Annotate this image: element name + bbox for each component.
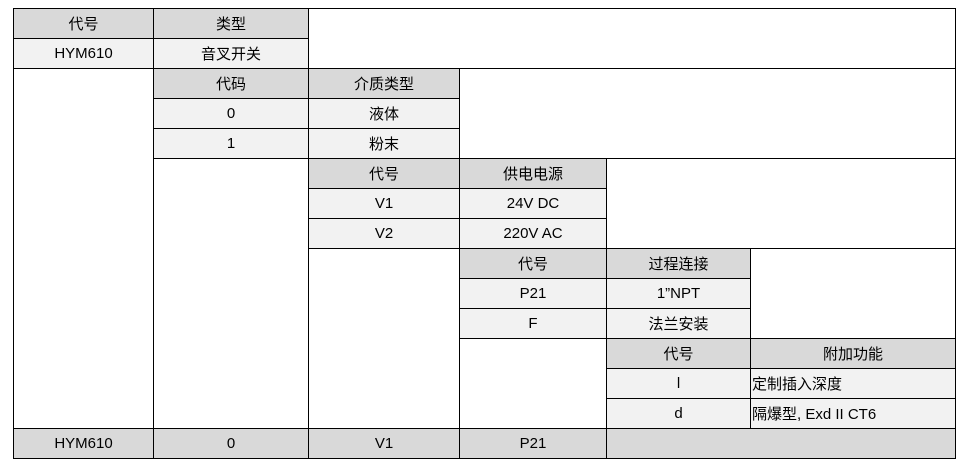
- connection-code: P21: [459, 278, 607, 309]
- type-name-header: 类型: [153, 8, 309, 39]
- connection-name-header: 过程连接: [606, 248, 751, 279]
- type-name: 音叉开关: [153, 38, 309, 69]
- connection-name: 1”NPT: [606, 278, 751, 309]
- example-power: V1: [308, 428, 460, 459]
- example-connection: P21: [459, 428, 607, 459]
- empty-cell: [13, 68, 154, 429]
- power-code: V1: [308, 188, 460, 219]
- example-type: HYM610: [13, 428, 154, 459]
- power-name-header: 供电电源: [459, 158, 607, 189]
- power-name: 24V DC: [459, 188, 607, 219]
- empty-cell: [308, 8, 956, 69]
- empty-cell: [606, 158, 956, 249]
- power-name: 220V AC: [459, 218, 607, 249]
- medium-name: 液体: [308, 98, 460, 129]
- medium-code-header: 代码: [153, 68, 309, 99]
- empty-cell: [459, 68, 956, 159]
- empty-cell: [459, 338, 607, 429]
- empty-cell: [308, 248, 460, 429]
- medium-code: 0: [153, 98, 309, 129]
- connection-code: F: [459, 308, 607, 339]
- example-medium: 0: [153, 428, 309, 459]
- medium-code: 1: [153, 128, 309, 159]
- power-code: V2: [308, 218, 460, 249]
- extra-name: 定制插入深度: [750, 368, 956, 399]
- extra-code-header: 代号: [606, 338, 751, 369]
- extra-name: 隔爆型, Exd II CT6: [750, 398, 956, 429]
- power-code-header: 代号: [308, 158, 460, 189]
- type-code-header: 代号: [13, 8, 154, 39]
- model-selection-table: 代号 类型 HYM610 音叉开关 代码 介质类型 0 液体 1 粉末 代号 供…: [13, 8, 956, 459]
- connection-code-header: 代号: [459, 248, 607, 279]
- extra-code: d: [606, 398, 751, 429]
- example-extra: [606, 428, 956, 459]
- medium-name-header: 介质类型: [308, 68, 460, 99]
- empty-cell: [750, 248, 956, 339]
- extra-code: l: [606, 368, 751, 399]
- extra-name-header: 附加功能: [750, 338, 956, 369]
- connection-name: 法兰安装: [606, 308, 751, 339]
- medium-name: 粉末: [308, 128, 460, 159]
- type-code: HYM610: [13, 38, 154, 69]
- empty-cell: [153, 158, 309, 429]
